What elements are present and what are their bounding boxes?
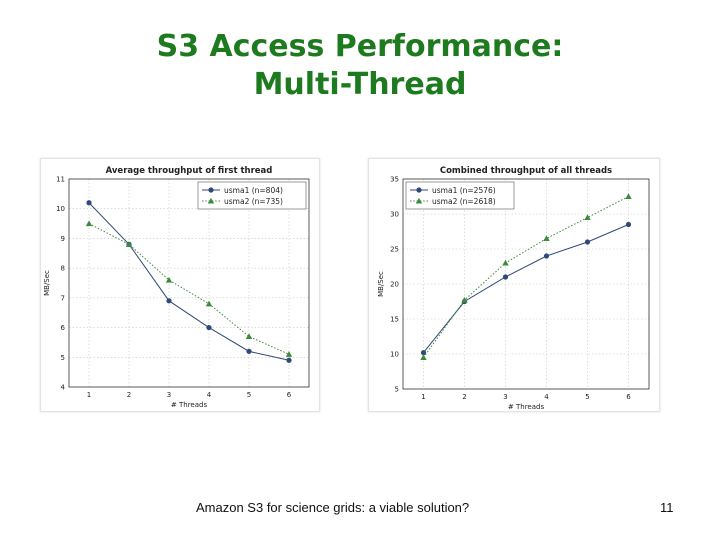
x-tick-label: 5 bbox=[247, 391, 251, 399]
y-tick-label: 15 bbox=[390, 316, 399, 324]
x-tick-label: 4 bbox=[544, 393, 549, 401]
y-tick-label: 10 bbox=[390, 351, 399, 359]
x-tick-label: 5 bbox=[585, 393, 589, 401]
y-tick-label: 5 bbox=[61, 354, 65, 362]
data-point bbox=[502, 259, 509, 266]
data-point bbox=[502, 274, 509, 280]
legend: usma1 (n=2576) usma2 (n=2618) bbox=[405, 181, 515, 210]
footer-text: Amazon S3 for science grids: a viable so… bbox=[196, 500, 470, 515]
y-tick-label: 25 bbox=[390, 246, 399, 254]
legend-marker bbox=[208, 187, 214, 193]
data-point bbox=[85, 220, 93, 227]
y-tick-label: 9 bbox=[61, 235, 65, 243]
page-number: 11 bbox=[660, 500, 674, 515]
x-tick-label: 6 bbox=[287, 391, 292, 399]
plot-area bbox=[68, 178, 310, 388]
data-point bbox=[584, 239, 591, 245]
series-line-1 bbox=[88, 202, 290, 361]
data-point bbox=[206, 324, 212, 331]
legend-marker bbox=[415, 197, 423, 204]
x-tick-label: 1 bbox=[421, 393, 425, 401]
slide-title-line-2: Multi-Thread bbox=[253, 67, 467, 102]
y-tick-label: 5 bbox=[395, 386, 399, 394]
data-point bbox=[420, 354, 427, 361]
x-tick-label: 6 bbox=[626, 393, 631, 401]
series-line-2 bbox=[423, 196, 629, 358]
data-point bbox=[286, 357, 292, 363]
y-tick-label: 4 bbox=[61, 384, 66, 392]
y-axis-label: MB/Sec bbox=[377, 271, 385, 297]
data-point bbox=[543, 253, 550, 259]
chart-first-thread-svg: Average throughput of first thread 1 2 3 4 5 6… bbox=[43, 166, 310, 409]
x-axis-label: # Threads bbox=[171, 401, 208, 409]
y-tick-label: 10 bbox=[56, 205, 65, 213]
y-tick-label: 20 bbox=[390, 281, 399, 289]
y-tick-label: 7 bbox=[61, 294, 65, 302]
legend-label: usma1 (n=2576) bbox=[432, 186, 496, 195]
y-tick-label: 30 bbox=[390, 211, 399, 219]
x-tick-label: 1 bbox=[87, 391, 91, 399]
series-line-1 bbox=[423, 224, 629, 353]
legend-box bbox=[197, 181, 307, 210]
data-point bbox=[205, 300, 213, 307]
data-point bbox=[543, 235, 550, 242]
legend-label: usma2 (n=735) bbox=[224, 197, 283, 206]
legend-label: usma1 (n=804) bbox=[224, 186, 283, 195]
slide-title-line-1: S3 Access Performance: bbox=[156, 29, 564, 64]
legend-marker bbox=[207, 197, 215, 204]
data-point bbox=[461, 296, 468, 303]
y-tick-label: 35 bbox=[390, 176, 399, 184]
x-axis-label: # Threads bbox=[508, 403, 545, 411]
data-point bbox=[625, 221, 632, 228]
data-point bbox=[584, 214, 591, 221]
series-line-2 bbox=[88, 223, 290, 355]
slide-title: S3 Access Performance: Multi-Thread bbox=[0, 28, 720, 104]
legend: usma1 (n=804) usma2 (n=735) bbox=[197, 181, 307, 210]
y-tick-label: 8 bbox=[61, 265, 65, 273]
data-point bbox=[246, 348, 252, 354]
y-tick-label: 11 bbox=[56, 176, 65, 184]
legend-marker bbox=[416, 187, 422, 193]
legend-box bbox=[405, 181, 515, 210]
x-tick-label: 3 bbox=[167, 391, 171, 399]
chart-combined-svg: Combined throughput of all threads 1 2 3 4 5 6… bbox=[377, 166, 650, 411]
y-tick-label: 6 bbox=[61, 324, 66, 332]
data-point bbox=[245, 333, 253, 340]
data-point bbox=[166, 298, 172, 304]
data-point bbox=[420, 350, 427, 356]
data-point bbox=[125, 241, 133, 247]
chart-first-thread-throughput: Average throughput of first thread 1 2 3 4 5 6… bbox=[40, 158, 320, 412]
legend-label: usma2 (n=2618) bbox=[432, 197, 496, 206]
y-axis-label: MB/Sec bbox=[43, 270, 51, 296]
data-point bbox=[165, 276, 173, 283]
x-tick-label: 3 bbox=[503, 393, 507, 401]
x-tick-label: 2 bbox=[462, 393, 466, 401]
chart-combined-throughput: Combined throughput of all threads 1 2 3 4 5 6… bbox=[368, 158, 660, 412]
chart-title: Combined throughput of all threads bbox=[440, 166, 612, 176]
data-point bbox=[285, 351, 293, 357]
data-point bbox=[86, 200, 92, 206]
chart-title: Average throughput of first thread bbox=[106, 166, 273, 176]
data-point bbox=[625, 193, 632, 200]
x-tick-label: 4 bbox=[207, 391, 212, 399]
x-tick-label: 2 bbox=[127, 391, 131, 399]
plot-area bbox=[402, 178, 650, 390]
